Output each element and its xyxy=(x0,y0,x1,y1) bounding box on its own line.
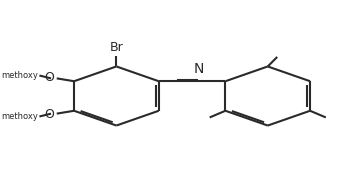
Text: methoxy: methoxy xyxy=(1,112,38,121)
Text: methoxy: methoxy xyxy=(1,71,38,80)
Text: O: O xyxy=(44,108,54,121)
Text: N: N xyxy=(193,61,203,75)
Text: O: O xyxy=(44,71,54,84)
Text: Br: Br xyxy=(109,41,123,55)
